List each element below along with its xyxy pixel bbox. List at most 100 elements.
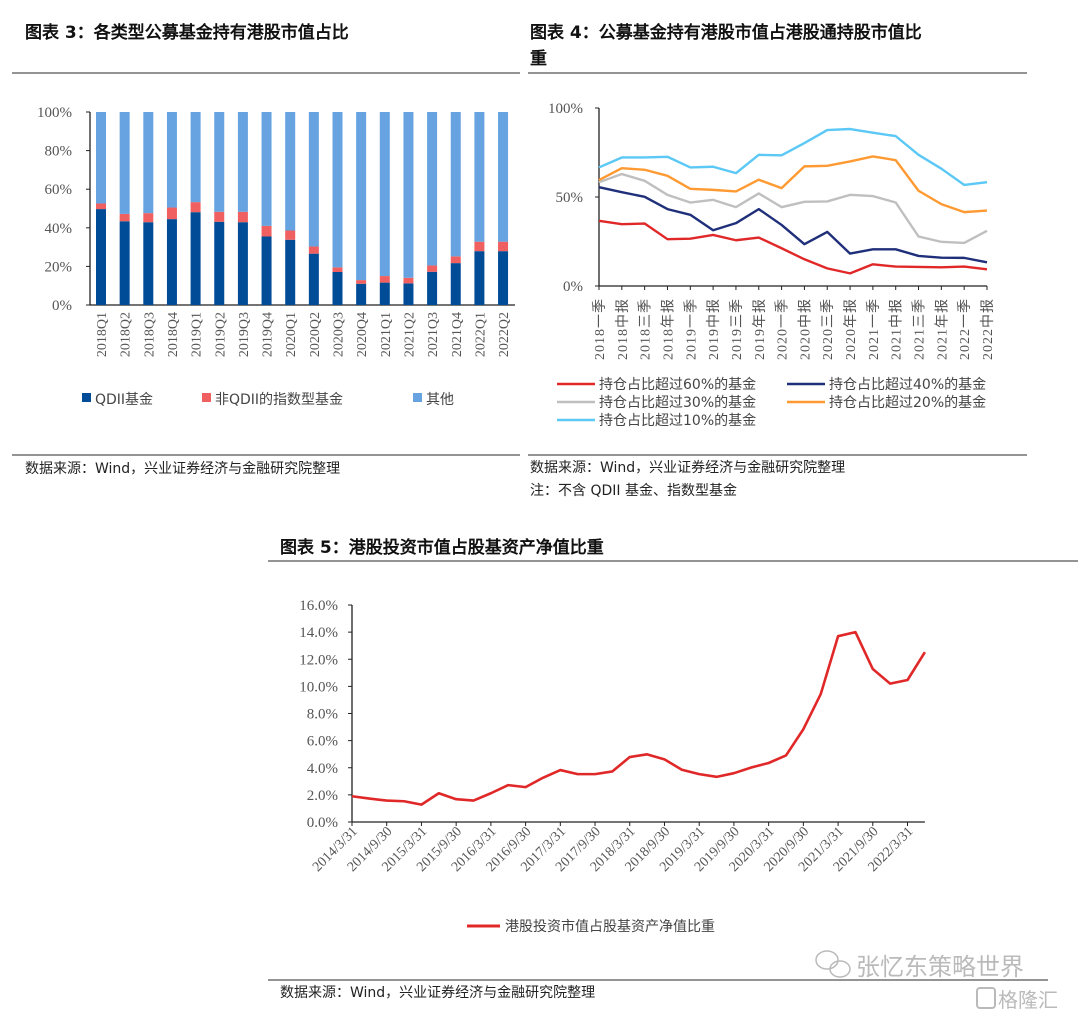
y-tick-label: 0% — [52, 298, 72, 314]
x-tick-label: 2018中报 — [615, 298, 631, 360]
legend-swatch — [82, 393, 91, 402]
chart-4-title-line2: 重 — [530, 48, 547, 69]
chart-5-title: 图表 5：港股投资市值占股基资产净值比重 — [280, 537, 604, 558]
bar-qdii — [474, 251, 485, 305]
bar-non-qdii-index — [96, 203, 106, 210]
bar-qdii — [308, 253, 319, 305]
legend-label: 非QDII的指数型基金 — [215, 391, 343, 408]
bar-non-qdii-index — [332, 267, 343, 272]
y-tick-label: 20% — [45, 259, 73, 275]
chart-3-title: 图表 3：各类型公募基金持有港股市值占比 — [25, 22, 349, 43]
bar-qdii — [332, 271, 343, 305]
x-tick-label: 2020中报 — [797, 298, 813, 360]
bar-non-qdii-index — [285, 230, 296, 240]
bar-non-qdii-index — [261, 225, 272, 237]
bar-non-qdii-index — [143, 213, 154, 223]
bar-qdii — [403, 283, 414, 305]
y-tick-label: 0.0% — [307, 815, 338, 831]
y-tick-label: 0% — [563, 279, 583, 295]
bar-non-qdii-index — [308, 246, 319, 254]
bar-other — [474, 112, 485, 242]
chart-3: 图表 3：各类型公募基金持有港股市值占比 0% 20% 40% 60% 80% 100% 2… — [12, 22, 520, 477]
bar-other — [427, 112, 438, 266]
bar-qdii — [96, 209, 106, 305]
watermark-logo: 格隆汇 — [998, 988, 1058, 1012]
legend-label: 持仓占比超过60%的基金 — [599, 376, 756, 393]
wechat-icon — [815, 950, 851, 978]
bar-qdii — [261, 236, 272, 305]
bar-non-qdii-index — [214, 211, 225, 222]
bar-other — [96, 112, 106, 204]
legend-label: 持仓占比超过20%的基金 — [829, 394, 986, 411]
x-tick-label: 2021Q2 — [402, 312, 417, 357]
bar-qdii — [450, 263, 461, 305]
bar-non-qdii-index — [237, 211, 248, 223]
bar-non-qdii-index — [427, 265, 438, 272]
x-tick-label: 2018三季 — [638, 298, 654, 360]
bar-non-qdii-index — [356, 280, 367, 284]
x-tick-label: 2019一季 — [683, 298, 699, 360]
legend-label: 持仓占比超过30%的基金 — [599, 394, 756, 411]
x-tick-label: 2018一季 — [592, 298, 608, 360]
x-tick-label: 2021年报 — [934, 298, 950, 360]
bar-other — [119, 112, 130, 214]
x-tick-label: 2021Q1 — [379, 312, 394, 357]
bar-non-qdii-index — [166, 207, 177, 220]
bar-other — [237, 112, 248, 212]
x-tick-label: 2020Q3 — [332, 312, 347, 357]
chart-4-title-line1: 图表 4：公募基金持有港股市值占港股通持股市值比 — [530, 22, 922, 43]
y-tick-label: 14.0% — [299, 625, 338, 641]
chart-4-note: 注：不含 QDII 基金、指数型基金 — [530, 482, 737, 499]
chart-3-source: 数据来源：Wind，兴业证券经济与金融研究院整理 — [25, 461, 340, 477]
x-tick-label: 2020年报 — [843, 298, 859, 360]
series-line — [351, 630, 926, 806]
x-tick-label: 2018Q1 — [95, 312, 110, 357]
series-line-3 — [598, 172, 988, 245]
bar-other — [403, 112, 414, 278]
chart-5: 图表 5：港股投资市值占股基资产净值比重 0.0% 2.0% 4.0% 6.0% 8.0… — [268, 537, 1078, 1001]
bar-qdii — [119, 221, 130, 305]
x-tick-label: 2018Q4 — [166, 312, 181, 357]
bar-non-qdii-index — [379, 276, 390, 283]
bar-other — [190, 112, 201, 203]
legend-label: 持仓占比超过40%的基金 — [829, 376, 986, 393]
bar-qdii — [498, 251, 509, 305]
x-tick-label: 2021中报 — [889, 298, 905, 360]
bar-other — [214, 112, 225, 212]
bar-qdii — [237, 222, 248, 305]
series-line-4 — [598, 155, 988, 214]
y-tick-label: 6.0% — [307, 734, 338, 750]
y-tick-label: 16.0% — [299, 598, 338, 614]
x-tick-label: 2018年报 — [660, 298, 676, 360]
bar-other — [498, 112, 509, 242]
y-tick-label: 12.0% — [299, 652, 338, 668]
watermark: 张忆东策略世界 格隆汇 — [815, 950, 1058, 1012]
chart-4: 图表 4：公募基金持有港股市值占港股通持股市值比 重 0% 50% 100% 2018… — [528, 22, 1027, 499]
x-tick-label: 2021一季 — [866, 298, 882, 360]
x-tick-label: 2020一季 — [775, 298, 791, 360]
bar-non-qdii-index — [474, 241, 485, 252]
x-tick-label: 2020Q2 — [308, 312, 323, 357]
x-tick-label: 2019Q2 — [213, 312, 228, 357]
x-tick-label: 2020三季 — [820, 298, 836, 360]
chart-4-source: 数据来源：Wind，兴业证券经济与金融研究院整理 — [530, 460, 845, 476]
bar-non-qdii-index — [119, 213, 130, 222]
bar-other — [261, 112, 272, 226]
bar-other — [356, 112, 367, 281]
x-tick-label: 2020Q1 — [284, 312, 299, 357]
series-line-5 — [598, 127, 988, 187]
legend-swatch — [202, 393, 211, 402]
x-tick-label: 2018Q2 — [119, 312, 134, 357]
x-tick-label: 2019年报 — [752, 298, 768, 360]
bar-other — [308, 112, 319, 247]
x-tick-label: 2019三季 — [729, 298, 745, 360]
y-tick-label: 10.0% — [299, 679, 338, 695]
gelonghui-logo-icon — [976, 987, 996, 1009]
x-tick-label: 2019Q3 — [237, 312, 252, 357]
y-tick-label: 4.0% — [307, 761, 338, 777]
legend-label: 其他 — [426, 392, 454, 408]
bar-qdii — [356, 283, 367, 305]
watermark-account: 张忆东策略世界 — [856, 953, 1024, 981]
y-tick-label: 40% — [45, 221, 73, 237]
x-tick-label: 2022中报 — [980, 298, 996, 360]
